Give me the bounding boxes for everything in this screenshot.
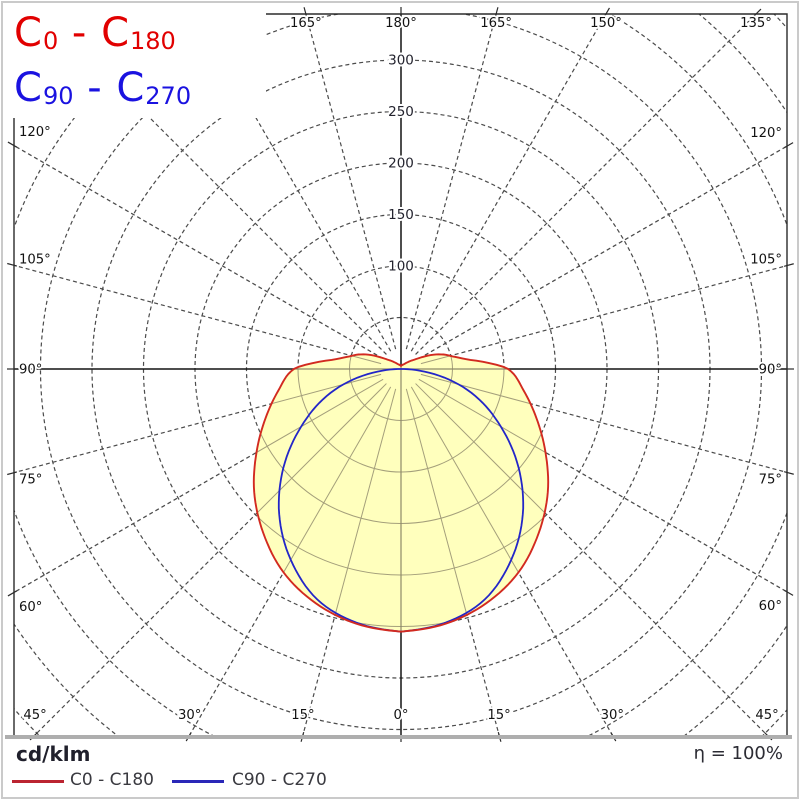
- svg-text:150: 150: [388, 207, 414, 223]
- svg-text:45°: 45°: [23, 708, 46, 723]
- legend-swatch-c0-c180: [12, 780, 64, 783]
- svg-text:60°: 60°: [759, 599, 782, 614]
- svg-text:300: 300: [388, 53, 414, 69]
- axes-main: [14, 14, 787, 735]
- svg-text:105°: 105°: [750, 253, 782, 268]
- svg-text:45°: 45°: [755, 708, 778, 723]
- svg-text:120°: 120°: [19, 125, 51, 140]
- svg-text:135°: 135°: [740, 16, 772, 31]
- svg-text:75°: 75°: [19, 473, 42, 488]
- legend-separator: [5, 735, 792, 739]
- legend-label-c0-c180: C0 - C180: [70, 770, 154, 790]
- svg-text:75°: 75°: [759, 472, 782, 487]
- radial-unit-label: cd/klm: [16, 742, 91, 766]
- legend-label-c90-c270: C90 - C270: [232, 770, 327, 790]
- svg-text:120°: 120°: [750, 126, 782, 141]
- svg-text:90°: 90°: [759, 363, 782, 378]
- svg-text:100: 100: [388, 259, 414, 275]
- plane-titles: C0 - C180 C90 - C270: [4, 4, 266, 118]
- svg-text:60°: 60°: [19, 600, 42, 615]
- svg-text:165°: 165°: [290, 16, 322, 31]
- svg-text:200: 200: [388, 156, 414, 172]
- svg-text:165°: 165°: [480, 16, 512, 31]
- svg-text:15°: 15°: [487, 708, 510, 723]
- efficiency-label: η = 100%: [693, 743, 783, 764]
- svg-text:15°: 15°: [291, 708, 314, 723]
- svg-text:0°: 0°: [394, 708, 409, 723]
- svg-text:150°: 150°: [590, 16, 622, 31]
- svg-text:30°: 30°: [178, 708, 201, 723]
- legend-swatch-c90-c270: [172, 780, 224, 783]
- svg-text:180°: 180°: [385, 16, 417, 31]
- svg-text:105°: 105°: [19, 252, 51, 267]
- svg-text:30°: 30°: [601, 708, 624, 723]
- curve-c0-c180: [252, 353, 550, 633]
- title-c0-c180: C0 - C180: [14, 10, 176, 56]
- title-c90-c270: C90 - C270: [14, 65, 192, 111]
- svg-text:250: 250: [388, 104, 414, 120]
- ring-value-labels: 100 150 200 250 300: [386, 51, 416, 277]
- svg-text:90°: 90°: [19, 363, 42, 378]
